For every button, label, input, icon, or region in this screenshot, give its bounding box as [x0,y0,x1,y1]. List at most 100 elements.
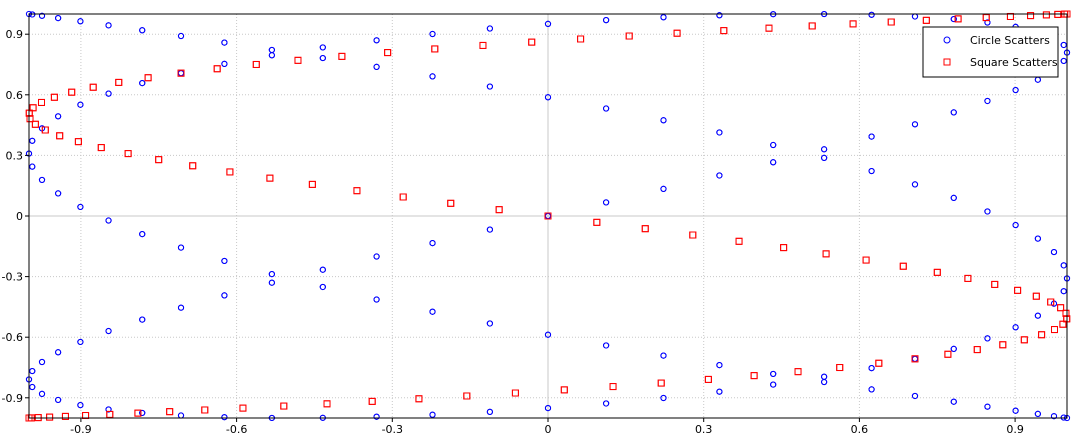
square-point [822,250,830,258]
square-point [1059,320,1067,328]
square-point [68,88,76,96]
circle-point [716,129,723,136]
legend-box [922,26,1059,78]
circle-point [1060,57,1067,65]
circle-point [105,22,112,29]
square-point [41,126,49,134]
circle-point [544,94,552,101]
square-point [944,350,952,358]
circle-point [821,378,828,386]
circle-point [139,316,146,323]
y-tick-label: 0.6 [6,89,24,102]
circle-point [221,39,228,46]
square-point [511,389,519,397]
square-point [97,144,105,152]
square-point [673,29,681,37]
circle-point [716,361,723,369]
circle-point [77,18,84,25]
circle-point [911,181,919,188]
square-point [89,83,97,91]
square-point [308,180,316,188]
square-point [982,14,990,22]
circle-point [105,327,112,335]
circle-point [268,279,276,286]
square-point [875,359,883,367]
square-point [899,262,907,270]
circle-point [950,345,957,353]
square-point [201,406,209,414]
circle-point [139,27,146,34]
square-point [1038,331,1046,339]
circle-point [950,194,957,202]
square-point [735,237,743,245]
square-point [266,174,274,182]
square-point [836,364,844,372]
circle-point [177,412,185,419]
circle-point [373,296,380,303]
circle-point [1050,248,1058,256]
circle-point [602,199,610,206]
circle-point [868,386,875,393]
circle-point [319,266,326,273]
circle-point [429,411,436,418]
y-tick-label: -0.6 [2,331,23,344]
circle-point [221,257,228,265]
square-point [780,244,788,252]
circle-point [38,12,46,19]
square-point [704,375,712,383]
square-point [106,410,114,418]
circle-point [221,60,228,67]
square-point [41,126,49,134]
circle-point [55,396,62,404]
square-scatter-series [25,10,1071,422]
circle-point [1050,413,1058,420]
circle-point [77,101,84,108]
square-point [415,395,423,403]
square-point [794,368,802,376]
circle-point [429,73,436,80]
square-point [1057,304,1065,312]
x-tick-label: -0.9 [70,423,91,436]
legend-circle-marker [943,36,951,44]
square-point [822,250,830,258]
circle-point [868,167,875,175]
square-point [479,41,487,49]
square-point [323,400,331,408]
square-point [794,368,802,376]
square-point [750,372,758,380]
square-point [1042,11,1050,19]
circle-point [770,159,777,166]
square-point [294,56,302,64]
square-point [875,359,883,367]
square-point [991,280,999,288]
x-tick-label: -0.3 [382,423,403,436]
circle-point [716,12,723,19]
circle-point [55,113,62,120]
circle-point [984,335,991,342]
square-point [911,355,919,363]
square-point [933,268,941,276]
square-point [189,162,197,170]
square-point [720,27,728,35]
circle-point [486,25,494,32]
square-point [56,132,64,140]
square-point [808,22,816,30]
circle-point [177,32,185,40]
circle-point [1034,76,1041,83]
square-point [836,364,844,372]
circle-point [602,342,610,349]
square-point [61,412,69,420]
circle-point [373,37,380,44]
square-point [323,400,331,408]
square-point [415,395,423,403]
circle-point [29,137,36,144]
circle-point [373,63,380,71]
circle-point [770,141,777,149]
square-point [353,187,361,195]
circle-point [105,90,112,97]
square-point [1032,292,1040,300]
circle-point [177,304,185,311]
circle-point [55,349,62,356]
square-point [82,412,90,420]
